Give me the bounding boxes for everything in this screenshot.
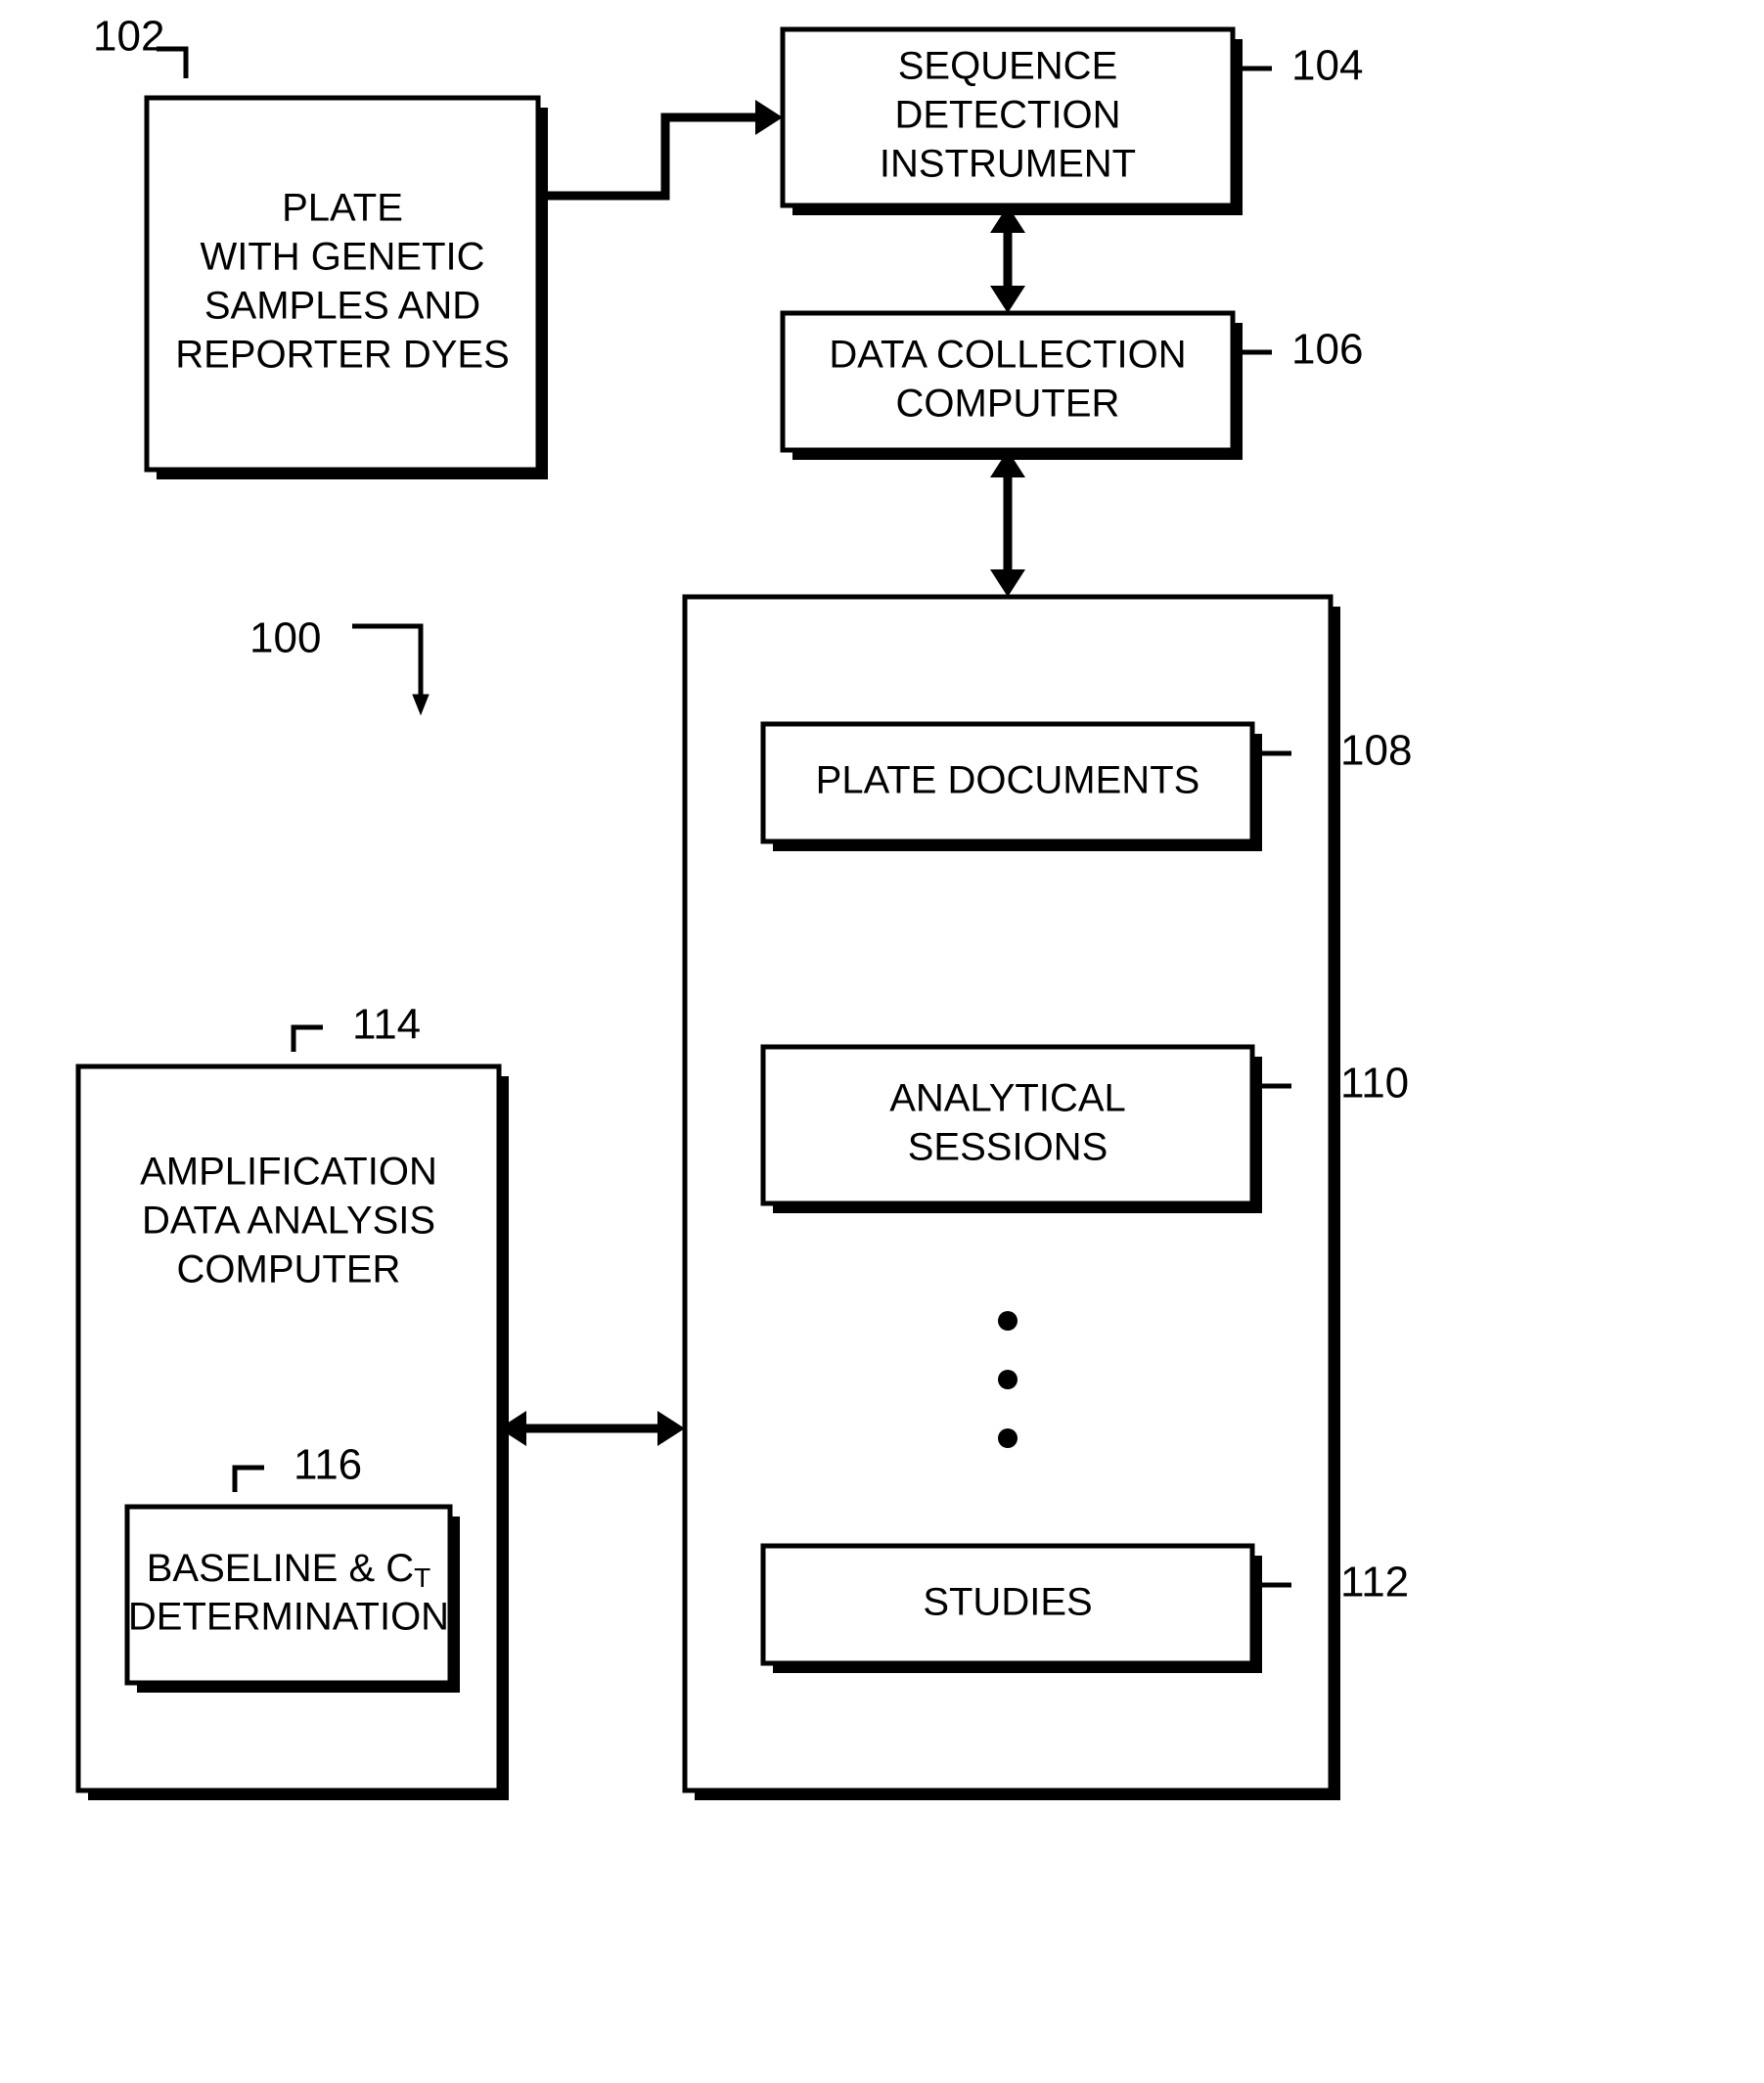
svg-text:106: 106 [1291,326,1363,374]
ref-114: 114 [294,1001,421,1052]
box-text: REPORTER DYES [175,334,510,377]
baseline-ct-box: BASELINE & CTDETERMINATION [127,1507,460,1693]
box-text: SEQUENCE [898,45,1118,88]
box-text: COMPUTER [177,1248,401,1291]
studies-box: STUDIES [763,1546,1262,1673]
svg-text:114: 114 [352,1001,421,1049]
arrow-sdi-dcc [990,205,1025,313]
svg-text:116: 116 [294,1441,362,1489]
svg-text:108: 108 [1340,727,1412,775]
svg-text:102: 102 [93,13,164,61]
plate-box: PLATE WITH GENETIC SAMPLES AND REPORTER DYE… [147,98,548,479]
arrow-dcc-group [990,450,1025,597]
sequence-detection-instrument-box: SEQUENCE DETECTION INSTRUMENT [783,29,1243,215]
box-text: DATA ANALYSIS [142,1200,435,1243]
plate-documents-box: PLATE DOCUMENTS [763,724,1262,851]
ref-106: 106 [1233,326,1363,377]
arrow-plate-to-sdi [538,100,783,196]
box-text: WITH GENETIC [200,236,484,279]
box-text: COMPUTER [896,383,1120,426]
data-collection-computer-box: DATA COLLECTION COMPUTER [783,313,1243,460]
box-text: BASELINE & CT [147,1547,431,1594]
box-text: ANALYTICAL [889,1077,1126,1120]
box-text: INSTRUMENT [880,143,1136,186]
analytical-sessions-box: ANALYTICAL SESSIONS [763,1047,1262,1213]
box-text: DATA COLLECTION [829,334,1186,377]
box-text: SAMPLES AND [204,285,480,328]
svg-text:112: 112 [1340,1559,1409,1607]
svg-text:104: 104 [1291,42,1363,90]
svg-text:100: 100 [249,614,321,662]
box-text: DETERMINATION [128,1596,449,1639]
box-text: PLATE DOCUMENTS [816,759,1200,802]
svg-text:110: 110 [1340,1060,1409,1108]
box-text: STUDIES [923,1581,1092,1624]
arrow-amp-group [499,1411,685,1446]
box-text: PLATE [282,187,403,230]
figure-ref-100: 100 [249,614,421,704]
box-text: AMPLIFICATION [140,1151,437,1194]
ref-102: 102 [93,13,186,78]
box-text: SESSIONS [908,1126,1108,1169]
box-text: DETECTION [894,94,1120,137]
ref-104: 104 [1233,42,1363,93]
